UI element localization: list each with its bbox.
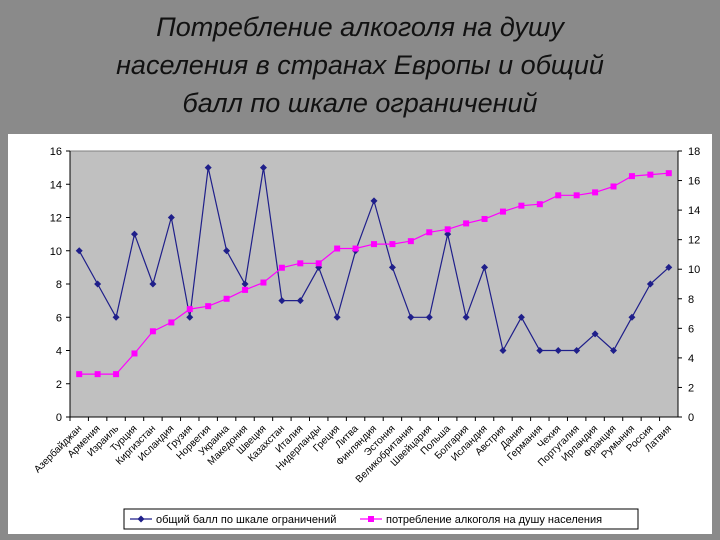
series-2-point: [407, 238, 414, 245]
series-1-point: [204, 164, 212, 172]
y-right-tick-label: 12: [688, 235, 700, 247]
plot-area: [69, 150, 679, 418]
series-2-point: [573, 192, 580, 199]
slide-title: Потребление алкоголя на душу населения в…: [0, 8, 720, 122]
series-2-point: [592, 189, 599, 196]
y-right-tick-label: 14: [688, 205, 700, 217]
series-2-point: [242, 286, 249, 293]
series-1-point: [499, 347, 507, 354]
legend-label-2: потребление алкоголя на душу населения: [386, 514, 602, 526]
series-2-point: [315, 260, 322, 267]
series-1-point: [223, 247, 231, 255]
series-1-point: [462, 313, 470, 321]
series-2-point: [278, 264, 285, 271]
series-2-point: [113, 371, 120, 378]
series-1-point: [407, 313, 415, 321]
series-1-point: [481, 263, 489, 271]
series-2-point: [389, 241, 396, 248]
series-1-point: [259, 164, 267, 172]
y-left-tick-label: 16: [50, 146, 62, 158]
series-1-point: [554, 347, 562, 354]
series-1-point: [370, 197, 378, 205]
title-line-2: населения в странах Европы и общий: [116, 50, 604, 80]
legend: общий балл по шкале ограничений потреблен…: [123, 508, 639, 530]
series-2-point: [647, 171, 654, 178]
series-1-point: [388, 263, 396, 271]
y-right-tick-label: 0: [688, 412, 694, 424]
title-line-1: Потребление алкоголя на душу: [156, 12, 564, 42]
legend-marker-2: [368, 516, 374, 522]
y-right-tick-label: 2: [688, 382, 694, 394]
y-left-tick-label: 6: [56, 312, 62, 324]
y-left-tick-label: 8: [56, 279, 62, 291]
y-left-tick-label: 0: [56, 412, 62, 424]
y-right-tick-label: 16: [688, 176, 700, 188]
y-right-tick-label: 6: [688, 323, 694, 335]
series-2-point: [297, 260, 304, 267]
series-1-point: [94, 280, 102, 288]
series-2-point: [76, 371, 83, 378]
series-2-point: [665, 170, 672, 177]
series-1-point: [186, 313, 194, 321]
y-right-tick-label: 4: [688, 353, 694, 365]
series-layer: [75, 164, 673, 378]
series-1-point: [112, 313, 120, 321]
y-right-tick-label: 10: [688, 264, 700, 276]
y-right-tick-label: 8: [688, 294, 694, 306]
series-2-point: [610, 183, 617, 190]
series-1-point: [167, 214, 175, 221]
series-1-point: [591, 330, 599, 338]
title-line-3: балл по шкале ограничений: [182, 88, 538, 118]
series-2-point: [499, 208, 506, 215]
series-1-point: [646, 280, 654, 288]
series-1-point: [425, 313, 433, 321]
series-1-point: [665, 263, 673, 271]
series-2-point: [168, 319, 175, 326]
series-1-point: [628, 313, 636, 321]
y-left-tick-label: 12: [50, 213, 62, 225]
series-1-point: [278, 297, 286, 305]
legend-label-1: общий балл по шкале ограничений: [156, 514, 336, 526]
series-2-point: [555, 192, 562, 199]
x-axis-categories: АзербайджанАрменияИзраильТурцияКиргизста…: [32, 416, 678, 485]
chart: 0 2 4 6 8 10 12 14 16 0 2 4 6 8 10 12 14 16 18 Азербайджа…: [32, 146, 700, 530]
series-2-point: [94, 371, 101, 378]
y-right-tick-label: 18: [688, 146, 700, 158]
y-left-tick-label: 2: [56, 379, 62, 391]
series-2-point: [536, 201, 543, 208]
series-2-point: [149, 328, 156, 335]
series-1-point: [130, 230, 138, 238]
series-1-point: [296, 297, 304, 305]
series-2-point: [260, 279, 267, 286]
series-1-point: [149, 280, 157, 288]
series-2-point: [481, 215, 488, 222]
series-1-point: [517, 313, 525, 321]
series-2-point: [223, 295, 230, 302]
series-2-point: [371, 241, 377, 248]
y-left-tick-label: 4: [56, 346, 62, 358]
y-axis-right: 0 2 4 6 8 10 12 14 16 18: [677, 146, 700, 424]
series-1-point: [610, 347, 618, 354]
y-left-tick-label: 14: [50, 179, 62, 191]
series-2-point: [334, 245, 341, 252]
series-2-point: [186, 306, 193, 313]
series-2-point: [352, 245, 359, 252]
series-2-point: [205, 303, 212, 310]
y-axis-left: 0 2 4 6 8 10 12 14 16: [50, 146, 71, 424]
series-2-point: [444, 226, 451, 233]
series-2-point: [131, 350, 138, 357]
series-1-point: [536, 347, 544, 354]
series-1-point: [75, 247, 83, 255]
chart-panel: 0 2 4 6 8 10 12 14 16 0 2 4 6 8 10 12 14 16 18 Азербайджа…: [8, 134, 712, 534]
series-1-point: [573, 347, 581, 354]
series-2-point: [463, 220, 470, 227]
y-left-tick-label: 10: [50, 246, 62, 258]
series-1-point: [333, 313, 341, 321]
series-1-point: [241, 280, 249, 288]
legend-marker-1: [137, 515, 145, 523]
series-2-point: [518, 202, 525, 209]
series-2-point: [426, 229, 433, 236]
series-1-point: [444, 230, 452, 238]
series-2-point: [628, 173, 635, 180]
